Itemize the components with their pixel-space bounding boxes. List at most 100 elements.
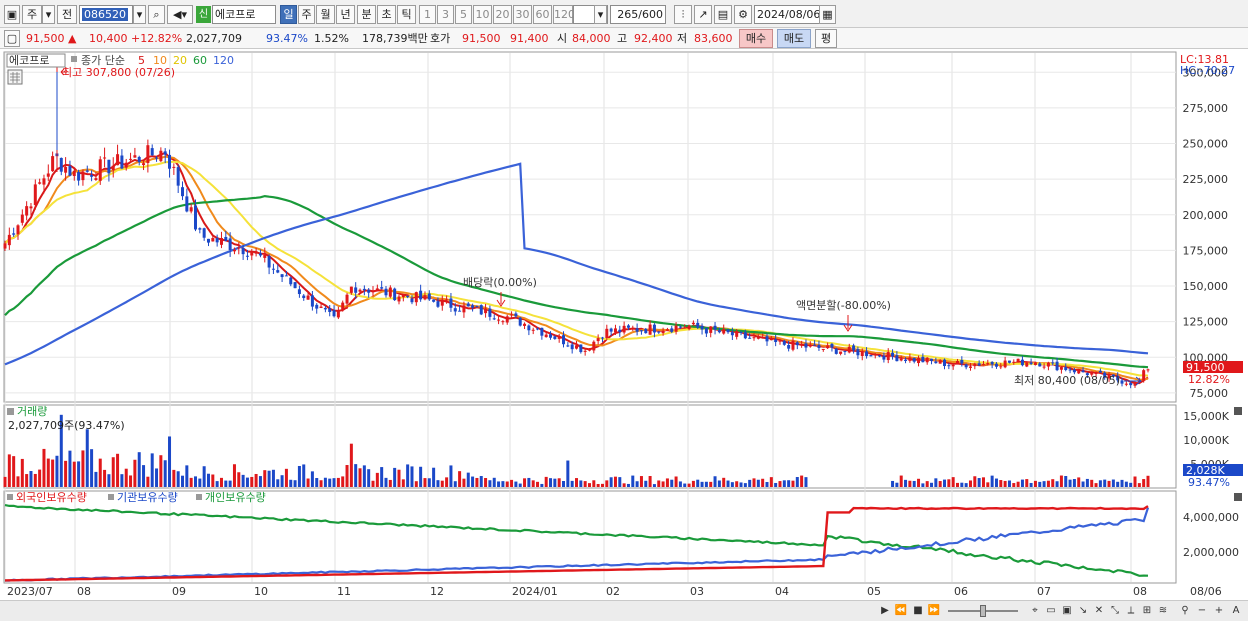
- crosshair-icon[interactable]: ⌖: [1032, 605, 1038, 616]
- volume-bar: [739, 482, 743, 487]
- minus-icon[interactable]: −: [1197, 605, 1207, 616]
- candle-body: [1085, 373, 1089, 376]
- play-icon[interactable]: ▶: [881, 605, 889, 616]
- volume-bar: [98, 458, 102, 487]
- save-icon[interactable]: ▤: [714, 5, 732, 24]
- volume-bar: [544, 476, 548, 487]
- volume-bar: [393, 467, 397, 487]
- interval-3[interactable]: 3: [437, 5, 454, 24]
- speaker-icon[interactable]: ◀▾: [167, 5, 193, 24]
- settings-icon[interactable]: ⚙: [734, 5, 752, 24]
- cross-tool-icon[interactable]: ✕: [1094, 605, 1104, 616]
- individual-holding-line: [4, 504, 1149, 577]
- tab-minute[interactable]: 분: [357, 5, 376, 24]
- candle-body: [155, 157, 159, 159]
- chart-type-icon[interactable]: ⫶: [674, 5, 692, 24]
- tab-tick[interactable]: 틱: [397, 5, 416, 24]
- candle-body: [687, 325, 691, 330]
- candle-body: [1081, 370, 1085, 373]
- interval-5[interactable]: 5: [455, 5, 472, 24]
- text-icon[interactable]: A: [1232, 605, 1240, 616]
- stock-name[interactable]: 에코프로: [212, 5, 276, 24]
- rewind-icon[interactable]: ⏪: [894, 605, 908, 616]
- interval-120[interactable]: 120: [553, 5, 575, 24]
- layout-icon[interactable]: ▣: [1062, 605, 1072, 616]
- candle-body: [384, 288, 388, 296]
- candle-body: [761, 336, 765, 339]
- candle-body: [116, 154, 120, 166]
- price-tick-label: 150,000: [1183, 280, 1229, 293]
- window-menu-icon[interactable]: ▣: [4, 5, 20, 24]
- candle-body: [739, 331, 743, 333]
- volume-tag: [1183, 464, 1243, 476]
- fast-forward-icon[interactable]: ⏩: [927, 605, 941, 616]
- candle-body: [150, 148, 154, 156]
- volume-close-icon[interactable]: [1234, 407, 1242, 415]
- plus-icon[interactable]: +: [1214, 605, 1224, 616]
- count-input[interactable]: 265/600: [610, 5, 666, 24]
- volume-bar: [189, 477, 193, 487]
- draw-tool-icon[interactable]: ↗: [694, 5, 712, 24]
- candle-body: [484, 308, 488, 314]
- interval-30[interactable]: 30: [513, 5, 532, 24]
- search-icon[interactable]: ⌕: [148, 5, 165, 24]
- tab-week[interactable]: 주: [298, 5, 315, 24]
- volume-bar: [250, 476, 254, 487]
- candle-body: [1003, 360, 1007, 368]
- candle-body: [830, 344, 834, 348]
- volume-bar: [345, 465, 349, 487]
- stop-icon[interactable]: ■: [913, 605, 923, 616]
- volume-bar: [618, 477, 622, 487]
- calendar-icon[interactable]: ▦: [819, 5, 836, 24]
- volume-bar: [427, 478, 431, 487]
- fib-tool-icon[interactable]: ⤡: [1111, 605, 1119, 616]
- price-tick-label: 250,000: [1183, 138, 1229, 151]
- date-input[interactable]: 2024/08/06: [754, 5, 826, 24]
- volume-bar: [367, 469, 371, 487]
- code-dropdown-icon[interactable]: ▾: [133, 5, 146, 24]
- chart-icon[interactable]: ≋: [1158, 605, 1168, 616]
- interval-20[interactable]: 20: [493, 5, 512, 24]
- candle-body: [678, 326, 682, 328]
- chevron-down-icon[interactable]: ▾: [42, 5, 55, 24]
- stock-legend-box[interactable]: [6, 53, 66, 68]
- interval-10[interactable]: 10: [473, 5, 492, 24]
- candle-body: [1124, 383, 1128, 385]
- candle-body: [505, 316, 509, 323]
- zoom-icon[interactable]: ⚲: [1181, 605, 1189, 616]
- tab-year[interactable]: 년: [336, 5, 355, 24]
- volume-bar: [1116, 481, 1120, 487]
- view-select[interactable]: 전: [57, 5, 77, 24]
- candle-body: [163, 151, 167, 155]
- quote-toggle-icon[interactable]: ▢: [4, 30, 20, 47]
- scroll-handle[interactable]: [980, 605, 986, 617]
- sell-button[interactable]: 매도: [777, 29, 811, 48]
- holding-close-icon[interactable]: [1234, 493, 1242, 501]
- measure-icon[interactable]: ⟂: [1127, 605, 1135, 616]
- avg-button[interactable]: 평: [815, 29, 837, 48]
- window-icon[interactable]: ▭: [1046, 605, 1056, 616]
- split-arrow-icon: [843, 315, 853, 332]
- volume-bar: [453, 481, 457, 487]
- tab-month[interactable]: 월: [316, 5, 335, 24]
- volume-bar: [743, 483, 747, 487]
- interval-1[interactable]: 1: [419, 5, 436, 24]
- tab-day[interactable]: 일: [280, 5, 297, 24]
- code-input[interactable]: 086520: [79, 5, 133, 24]
- interval-60[interactable]: 60: [533, 5, 552, 24]
- volume-bar: [20, 458, 24, 487]
- period-select[interactable]: 주: [22, 5, 42, 24]
- x-tick-label: 10: [254, 585, 268, 598]
- candle-body: [964, 364, 968, 368]
- tab-second[interactable]: 초: [377, 5, 396, 24]
- volume-bar: [938, 481, 942, 487]
- candle-body: [553, 336, 557, 339]
- count-value: 265: [617, 8, 639, 21]
- interval-dropdown-icon[interactable]: ▾: [594, 5, 607, 24]
- candle-body: [886, 352, 890, 361]
- grid-icon[interactable]: ⊞: [1142, 605, 1152, 616]
- volume-bar: [1081, 481, 1085, 487]
- buy-button[interactable]: 매수: [739, 29, 773, 48]
- holding-tick-label: 2,000,000: [1183, 546, 1239, 559]
- line-tool-icon[interactable]: ↘: [1078, 605, 1088, 616]
